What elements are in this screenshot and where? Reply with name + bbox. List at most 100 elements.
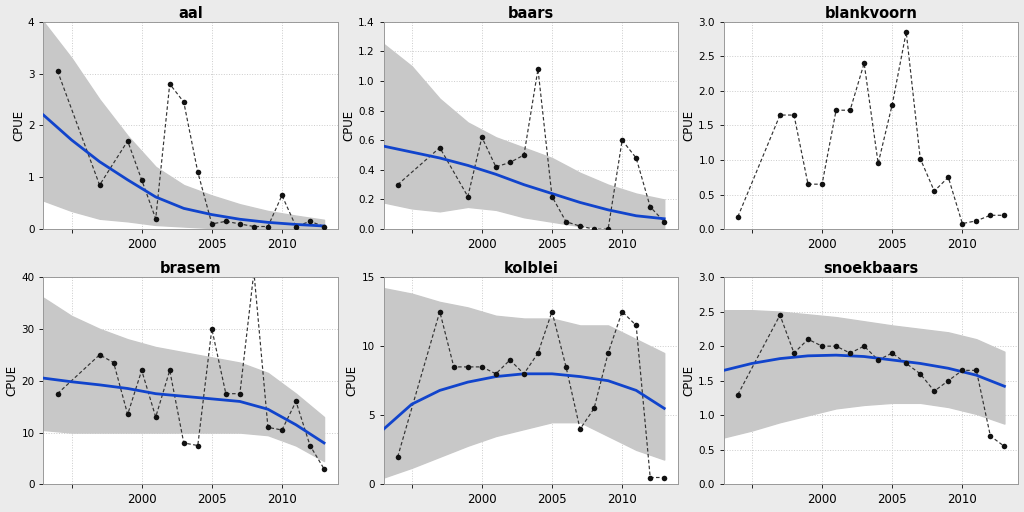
Point — [389, 181, 406, 189]
Point — [968, 366, 984, 374]
Point — [431, 143, 447, 152]
Point — [273, 426, 290, 434]
Title: baars: baars — [508, 6, 554, 20]
Point — [730, 391, 746, 399]
Point — [204, 220, 220, 228]
Point — [544, 308, 560, 316]
Point — [730, 212, 746, 221]
Point — [529, 65, 546, 73]
Point — [628, 154, 644, 162]
Point — [529, 349, 546, 357]
Point — [642, 474, 658, 482]
Point — [189, 168, 206, 176]
Point — [968, 217, 984, 225]
Point — [814, 180, 830, 188]
Point — [926, 387, 942, 395]
Point — [302, 441, 318, 450]
Point — [231, 220, 248, 228]
Point — [302, 217, 318, 225]
Point — [628, 322, 644, 330]
Point — [91, 351, 108, 359]
Point — [273, 191, 290, 200]
Point — [315, 465, 332, 473]
Point — [954, 366, 971, 374]
Y-axis label: CPUE: CPUE — [342, 110, 355, 141]
Point — [842, 349, 858, 357]
Point — [600, 225, 616, 233]
Point — [827, 342, 844, 350]
Point — [246, 268, 262, 276]
Point — [49, 67, 66, 75]
Point — [147, 215, 164, 223]
Point — [954, 220, 971, 228]
Point — [586, 225, 602, 233]
Point — [898, 359, 914, 368]
Point — [827, 106, 844, 114]
Title: blankvoorn: blankvoorn — [824, 6, 918, 20]
Point — [288, 222, 304, 230]
Point — [926, 187, 942, 195]
Point — [558, 218, 574, 226]
Point — [218, 217, 234, 225]
Y-axis label: CPUE: CPUE — [5, 365, 18, 396]
Point — [389, 453, 406, 461]
Point — [571, 425, 588, 433]
Point — [105, 358, 122, 367]
Point — [898, 28, 914, 36]
Point — [445, 363, 462, 371]
Point — [800, 335, 816, 344]
Point — [120, 137, 136, 145]
Point — [785, 349, 802, 357]
Point — [600, 349, 616, 357]
Point — [772, 111, 788, 119]
Title: aal: aal — [178, 6, 203, 20]
Point — [162, 366, 178, 374]
Point — [133, 176, 150, 184]
Point — [516, 151, 532, 159]
Point — [656, 474, 673, 482]
Point — [231, 390, 248, 398]
Point — [175, 98, 191, 106]
Point — [260, 222, 276, 230]
Point — [870, 356, 887, 364]
Point — [571, 222, 588, 230]
Point — [288, 397, 304, 406]
Point — [800, 180, 816, 188]
Point — [884, 100, 900, 109]
Point — [246, 222, 262, 230]
Point — [842, 106, 858, 114]
Point — [912, 155, 929, 163]
Point — [996, 211, 1013, 219]
Point — [315, 222, 332, 230]
Point — [487, 163, 504, 171]
Title: snoekbaars: snoekbaars — [823, 261, 919, 276]
Y-axis label: CPUE: CPUE — [12, 110, 25, 141]
Point — [487, 370, 504, 378]
Title: brasem: brasem — [160, 261, 221, 276]
Point — [49, 390, 66, 398]
Point — [91, 181, 108, 189]
Point — [162, 80, 178, 88]
Point — [614, 136, 631, 144]
Point — [940, 377, 956, 385]
Title: kolblei: kolblei — [504, 261, 558, 276]
Point — [189, 441, 206, 450]
Point — [558, 363, 574, 371]
Point — [502, 158, 518, 166]
Point — [912, 370, 929, 378]
Point — [474, 133, 490, 141]
Point — [586, 404, 602, 413]
Point — [502, 356, 518, 364]
Point — [996, 442, 1013, 451]
Point — [460, 363, 476, 371]
Point — [218, 390, 234, 398]
Point — [814, 342, 830, 350]
Point — [460, 193, 476, 201]
Point — [544, 193, 560, 201]
Point — [940, 173, 956, 181]
Point — [884, 349, 900, 357]
Y-axis label: CPUE: CPUE — [346, 365, 358, 396]
Point — [856, 59, 872, 67]
Y-axis label: CPUE: CPUE — [682, 365, 695, 396]
Point — [856, 342, 872, 350]
